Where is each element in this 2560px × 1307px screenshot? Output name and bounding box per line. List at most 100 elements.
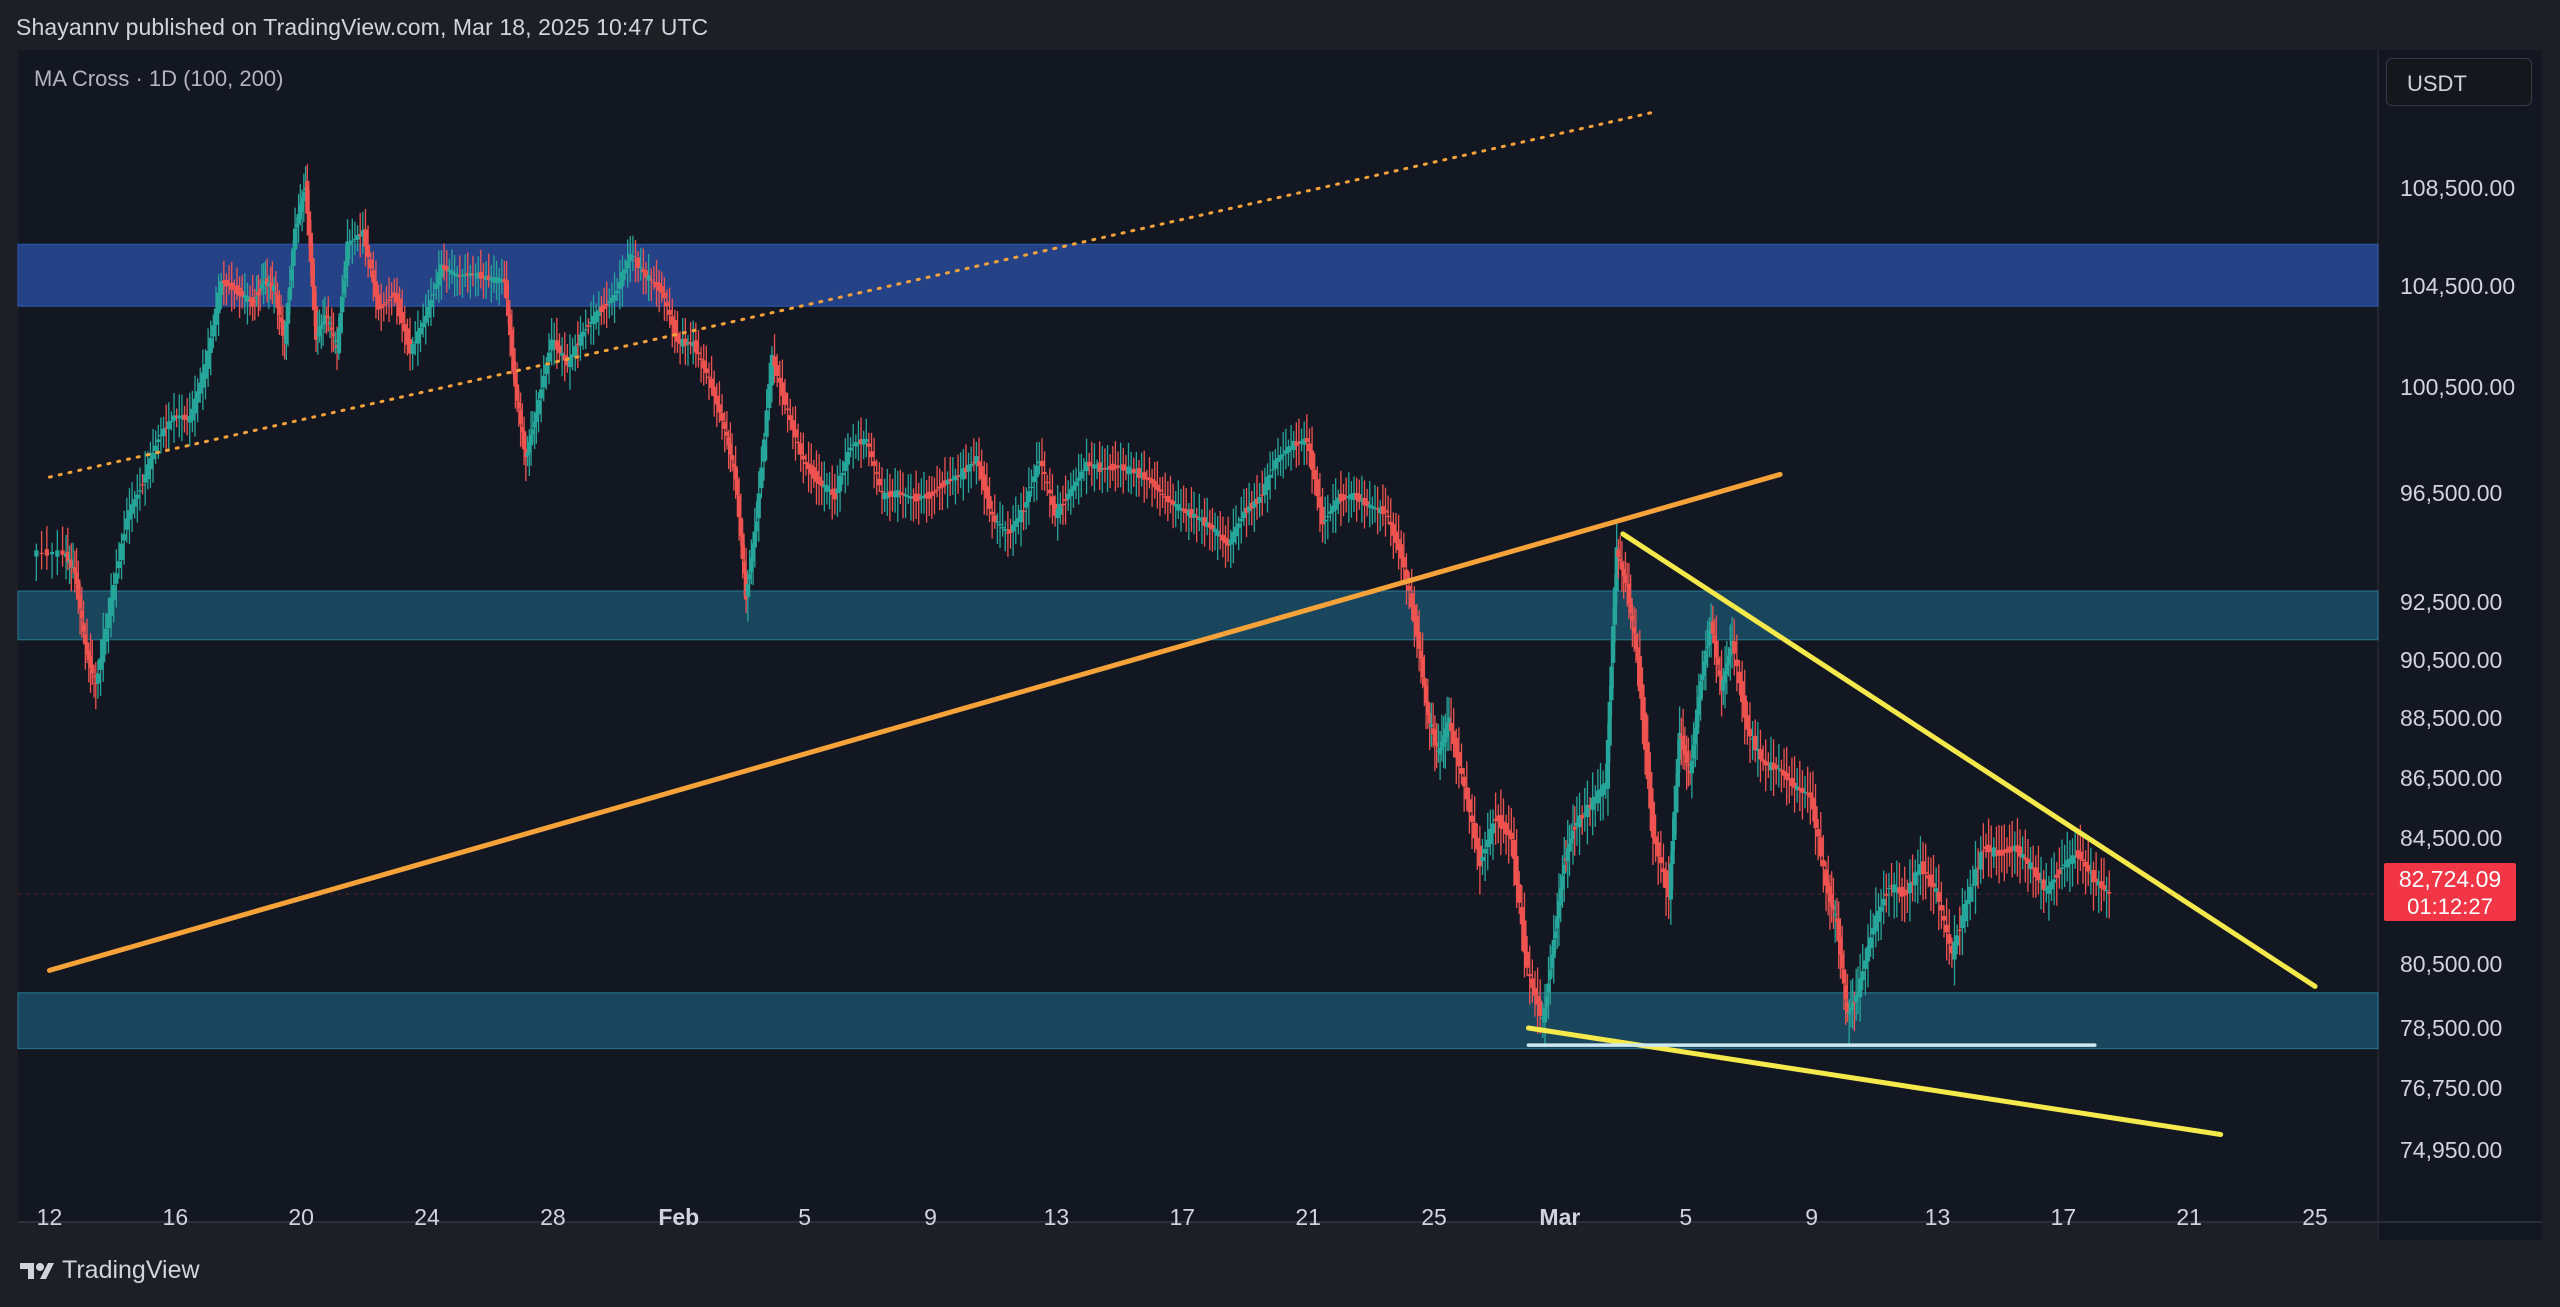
candle-2025-02-05-1-3 (811, 459, 816, 488)
candle-body (497, 278, 502, 283)
candle-body (161, 428, 166, 437)
candle-2025-01-30-1-1 (617, 260, 622, 310)
candle-2025-01-25-1-1 (460, 268, 465, 298)
candle-body (1598, 789, 1603, 797)
candle-body (1621, 568, 1626, 577)
candle-2025-02-23-0-2 (1359, 475, 1364, 523)
candle-2025-03-07-0-4 (1742, 669, 1747, 745)
candle-body (793, 429, 798, 438)
candle-2025-02-04-0-0 (756, 471, 761, 542)
candle-2025-01-15-0-2 (132, 490, 137, 519)
candle-body (754, 521, 759, 532)
candle-2025-03-13-0-2 (1926, 856, 1931, 888)
candle-2025-02-28-0-1 (1514, 829, 1519, 909)
candle-body (1996, 849, 2002, 856)
candle-body (1354, 492, 1359, 500)
candle-2025-02-15-0-3 (1110, 446, 1115, 481)
candle-body (1386, 515, 1391, 518)
candle-body (2020, 854, 2025, 858)
candle-body (306, 211, 312, 235)
candle-2025-02-01-1-5 (691, 320, 696, 365)
candle-body (2038, 881, 2044, 883)
candle-2025-01-16-0-1 (161, 416, 166, 448)
candle-2025-02-27-0-4 (1490, 809, 1496, 860)
candle-2025-02-23-1-0 (1370, 496, 1375, 525)
candle-body (1087, 461, 1092, 467)
candle-2025-02-24-0-4 (1396, 514, 1401, 570)
candle-body (145, 464, 150, 480)
candle-2025-02-08-0-3 (890, 478, 895, 512)
candle-body (1202, 517, 1207, 526)
candle-body (93, 682, 98, 685)
candle-2025-03-17-1-2 (2067, 840, 2072, 892)
candle-body (1952, 941, 1957, 960)
candle-2025-02-16-1-0 (1150, 468, 1155, 507)
candle-body (1073, 481, 1079, 487)
candle-2025-03-17-0-2 (2052, 852, 2057, 906)
candle-body (782, 392, 788, 405)
candle-2025-02-11-1-1 (995, 513, 1000, 545)
candle-body (421, 322, 426, 328)
candle-body (86, 650, 91, 661)
candle-body (963, 467, 969, 473)
candle-body (1068, 489, 1073, 497)
candle-body (929, 492, 934, 496)
candle-body (98, 658, 103, 671)
candle-body (832, 488, 837, 500)
candle-2025-01-20-0-1 (285, 291, 291, 347)
candle-body (2025, 858, 2031, 864)
candle-body (1544, 995, 1549, 1008)
candle-body (927, 491, 932, 499)
candle-2025-02-11-0-4 (987, 477, 992, 523)
currency-selector[interactable]: USDT (2386, 58, 2532, 106)
candle-2025-02-10-1-2 (966, 452, 971, 493)
candle-2025-02-25-2-5 (1446, 697, 1451, 751)
candle-2025-01-19-1-1 (265, 258, 270, 303)
candle-2025-02-11-0-2 (982, 461, 987, 515)
candle-2025-01-23-0-5 (392, 278, 397, 307)
candle-2025-01-26-1-5 (502, 260, 507, 298)
candle-2025-02-05-1-1 (806, 441, 811, 493)
candle-body (1595, 790, 1600, 804)
candle-2025-02-09-1-1 (932, 477, 937, 515)
candle-body (924, 493, 929, 499)
candle-2025-01-17-0-4 (200, 349, 205, 411)
candle-2025-01-24-1-3 (434, 268, 439, 300)
candle-body (1307, 443, 1312, 452)
candle-body (292, 228, 298, 250)
candle-body (777, 377, 782, 383)
candle-2025-01-27-1-2 (518, 392, 523, 448)
candle-body (546, 352, 552, 362)
candle-2025-02-20-0-5 (1273, 448, 1278, 490)
candle-2025-02-15-0-5 (1115, 451, 1121, 488)
candle-2025-02-28-1-1 (1530, 959, 1535, 1003)
candle-2025-02-27-1-5 (1509, 807, 1514, 857)
candle-body (549, 339, 554, 351)
candle-2025-01-31-0-0 (630, 235, 636, 272)
candle-body (1344, 496, 1349, 498)
candle-2025-02-01-0-0 (662, 277, 667, 321)
candle-2025-02-17-1-1 (1184, 488, 1189, 532)
candle-2025-02-09-0-2 (919, 478, 924, 514)
candle-2025-03-18-0-5 (2091, 861, 2096, 911)
candle-2025-03-01-2-5 (1572, 806, 1577, 856)
candle-2025-02-16-1-5 (1163, 472, 1168, 515)
candle-body (1100, 468, 1105, 470)
candle-2025-02-02-0-5 (706, 362, 712, 400)
candle-2025-02-18-1-4 (1223, 525, 1228, 568)
candle-2025-03-15-1-1 (2002, 824, 2007, 882)
candle-2025-02-18-1-5 (1226, 516, 1231, 562)
candle-body (468, 272, 473, 277)
candle-body (410, 344, 415, 354)
candle-body (1795, 786, 1800, 791)
candle-2025-02-20-1-4 (1286, 439, 1291, 467)
candle-body (864, 439, 869, 443)
candle-2025-03-18-0-1 (2080, 836, 2086, 884)
candle-body (879, 491, 885, 493)
candle-2025-02-08-1-0 (898, 469, 903, 505)
candle-body (1136, 468, 1142, 478)
candle-body (1299, 440, 1304, 444)
candle-2025-02-09-1-0 (929, 476, 934, 519)
candle-body (1562, 865, 1567, 874)
candle-body (371, 270, 376, 283)
